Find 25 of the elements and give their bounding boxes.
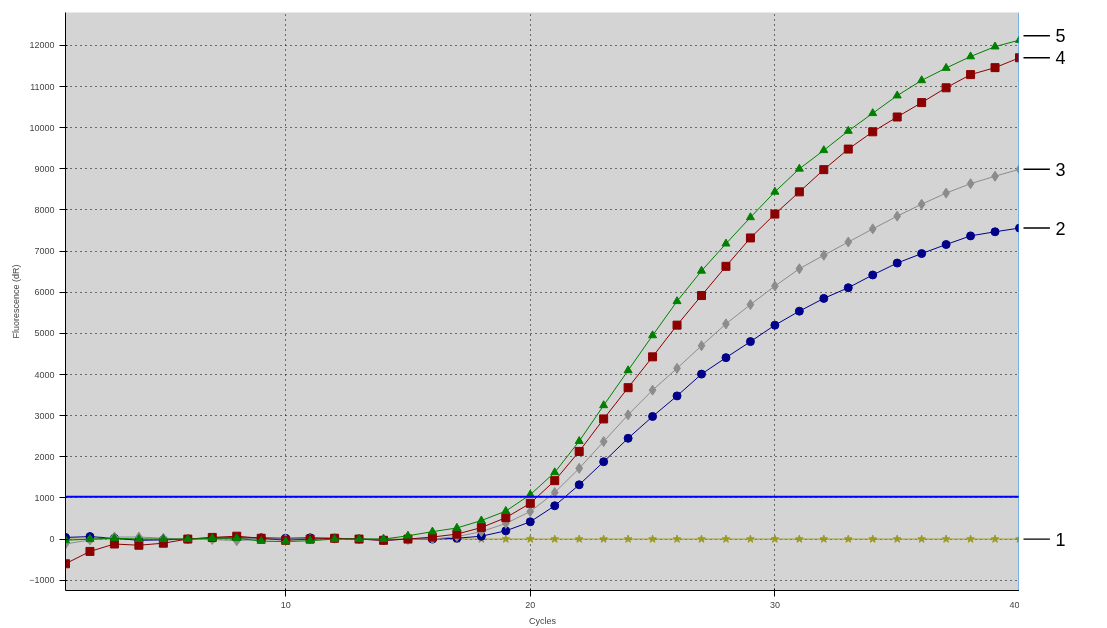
- y-tick-label: 2000: [34, 451, 55, 462]
- series-label: 2: [1055, 218, 1066, 239]
- x-tick-label: 40: [1009, 599, 1020, 610]
- series-label: 4: [1055, 48, 1066, 69]
- y-tick-label: 12000: [29, 40, 55, 51]
- y-tick-label: 0: [49, 534, 55, 545]
- y-tick-label: 5000: [34, 328, 55, 339]
- y-axis-title: Fluorescence (dR): [11, 264, 22, 339]
- y-tick-label: 8000: [34, 204, 55, 215]
- series-label: 5: [1055, 26, 1066, 47]
- y-tick-label: 7000: [34, 246, 55, 257]
- series-label: 1: [1055, 529, 1066, 550]
- y-tick-label: 10000: [29, 122, 55, 133]
- y-tick-label: −1000: [29, 575, 55, 586]
- y-tick-label: 6000: [34, 287, 55, 298]
- y-tick-label: 1000: [34, 492, 55, 503]
- x-tick-label: 20: [525, 599, 536, 610]
- y-tick-label: 3000: [34, 410, 55, 421]
- y-tick-label: 4000: [34, 369, 55, 380]
- x-tick-label: 10: [280, 599, 291, 610]
- x-tick-label: 30: [769, 599, 780, 610]
- x-axis-title: Cycles: [529, 615, 557, 626]
- series-label: 3: [1055, 159, 1066, 180]
- y-tick-label: 9000: [34, 163, 55, 174]
- y-tick-label: 11000: [30, 81, 55, 92]
